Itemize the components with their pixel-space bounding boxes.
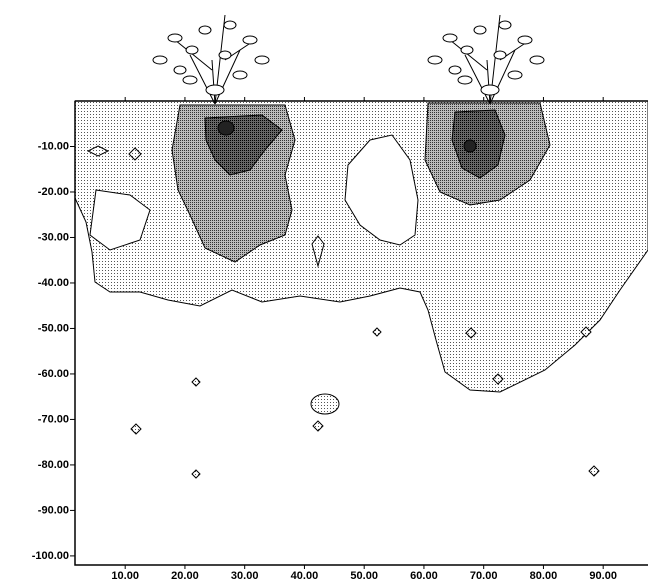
contour-peak — [217, 120, 235, 136]
y-tick-label: -30.00 — [38, 231, 69, 243]
x-tick-label: 60.00 — [410, 570, 438, 582]
x-tick-label: 50.00 — [350, 570, 378, 582]
y-tick-label: -10.00 — [38, 140, 69, 152]
contour-level-3 — [451, 109, 506, 179]
y-tick-label: -20.00 — [38, 186, 69, 198]
y-tick-label: -60.00 — [38, 368, 69, 380]
contour-level-1 — [74, 100, 648, 393]
x-tick-label: 40.00 — [291, 570, 319, 582]
plant — [427, 14, 545, 105]
y-tick-label: -80.00 — [38, 459, 69, 471]
x-tick-label: 80.00 — [530, 570, 558, 582]
x-tick-label: 90.00 — [589, 570, 617, 582]
contour-fill — [74, 100, 648, 479]
x-tick-label: 20.00 — [171, 570, 199, 582]
contour-island — [310, 393, 340, 415]
y-tick-label: -70.00 — [38, 413, 69, 425]
contour-islands — [86, 145, 600, 479]
contour-peak — [463, 139, 477, 153]
y-tick-label: -100.00 — [32, 550, 69, 562]
y-tick-label: -40.00 — [38, 277, 69, 289]
axis-frame — [74, 100, 648, 566]
x-tick-label: 10.00 — [111, 570, 139, 582]
y-tick-label: -90.00 — [38, 504, 69, 516]
x-tick-label: 30.00 — [231, 570, 259, 582]
y-tick-label: -50.00 — [38, 322, 69, 334]
x-tick-label: 70.00 — [470, 570, 498, 582]
plant — [152, 14, 270, 105]
